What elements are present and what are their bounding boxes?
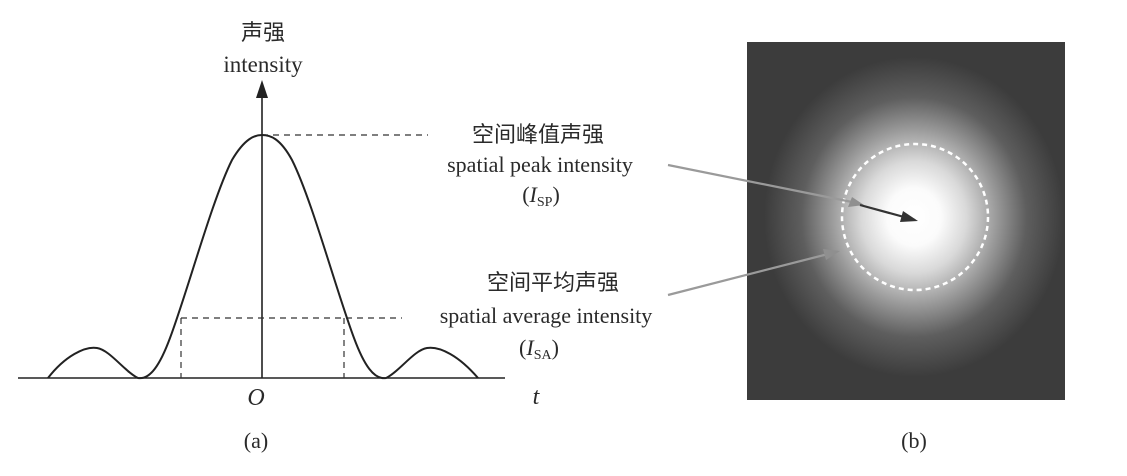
peak-inner-arrowhead-icon bbox=[900, 211, 918, 222]
average-symbol-open: ( bbox=[519, 335, 526, 360]
y-axis-arrow-icon bbox=[256, 80, 268, 98]
average-label-cn: 空间平均声强 bbox=[487, 271, 619, 296]
svg-text:(ISA): (ISA) bbox=[519, 335, 559, 363]
average-region-circle bbox=[840, 142, 990, 292]
average-symbol-close: ) bbox=[552, 335, 559, 360]
y-axis-label-cn: 声强 bbox=[241, 21, 285, 46]
average-symbol: (ISA) bbox=[519, 335, 559, 363]
average-symbol-sub: SA bbox=[534, 348, 553, 363]
intensity-curve bbox=[47, 133, 479, 380]
peak-symbol-open: ( bbox=[522, 182, 529, 207]
peak-symbol-main: I bbox=[529, 182, 539, 207]
caption-a: (a) bbox=[244, 428, 268, 453]
average-leader-arrow-icon bbox=[823, 249, 840, 260]
peak-label-cn: 空间峰值声强 bbox=[472, 123, 604, 148]
caption-b: (b) bbox=[901, 428, 927, 453]
average-label-en: spatial average intensity bbox=[440, 303, 653, 328]
peak-leader-line bbox=[667, 163, 853, 204]
peak-symbol-sub: SP bbox=[537, 195, 553, 210]
x-axis-label: t bbox=[533, 384, 541, 410]
average-symbol-main: I bbox=[525, 335, 535, 360]
origin-label: O bbox=[247, 385, 264, 411]
y-axis-label-en: intensity bbox=[223, 52, 303, 77]
leaders bbox=[667, 163, 918, 297]
peak-symbol-close: ) bbox=[552, 182, 559, 207]
panel-a: 声强 intensity O t (a) bbox=[18, 21, 541, 453]
panel-b: (b) bbox=[747, 42, 1065, 453]
peak-label-en: spatial peak intensity bbox=[447, 152, 633, 177]
peak-symbol: (ISP) bbox=[522, 182, 560, 210]
beam-glow bbox=[764, 57, 1064, 377]
peak-leader-arrow-icon bbox=[848, 197, 864, 207]
svg-text:(ISP): (ISP) bbox=[522, 182, 560, 210]
average-leader-line bbox=[667, 252, 829, 297]
annotations: 空间峰值声强 spatial peak intensity (ISP) 空间平均… bbox=[440, 123, 653, 363]
